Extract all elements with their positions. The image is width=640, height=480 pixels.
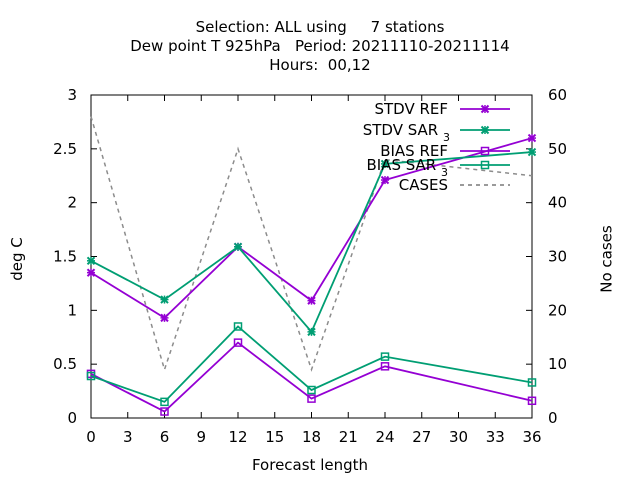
data-point-square	[380, 362, 390, 371]
x-tick-label: 12	[228, 428, 247, 446]
legend-label-base: STDV SAR	[363, 121, 443, 139]
x-tick-label: 0	[86, 428, 96, 446]
data-point-square	[86, 371, 96, 381]
x-tick-label: 21	[339, 428, 358, 446]
legend-label-subscript: 3	[443, 131, 450, 144]
data-point-square	[307, 394, 316, 403]
series-bias-ref	[86, 338, 537, 416]
legend-label: STDV SAR 3	[363, 121, 450, 144]
x-tick-label: 33	[486, 428, 505, 446]
y2-tick-label: 40	[548, 194, 567, 212]
y2-tick-label: 0	[548, 409, 558, 427]
data-point-square	[480, 160, 490, 170]
y2-axis-label: No cases	[597, 225, 616, 293]
data-point-square	[527, 396, 537, 406]
x-tick-label: 30	[449, 428, 468, 446]
y2-tick-label: 30	[548, 248, 567, 266]
data-point-square	[380, 352, 390, 361]
chart-title-line-3: Hours: 00,12	[269, 56, 371, 74]
y2-tick-label: 20	[548, 301, 567, 319]
y-tick-label: 0	[67, 409, 77, 427]
data-point-square	[480, 146, 490, 156]
series-cases	[90, 116, 533, 373]
y-axis-label: deg C	[7, 237, 26, 281]
x-tick-label: 9	[196, 428, 206, 446]
x-tick-label: 6	[160, 428, 170, 446]
x-tick-label: 36	[522, 428, 541, 446]
legend-label: BIAS SAR 3	[366, 156, 448, 179]
y-tick-label: 2	[67, 194, 77, 212]
legend-label: BIAS REF	[380, 142, 448, 160]
chart-title-line-1: Selection: ALL using 7 stations	[195, 18, 445, 36]
y-tick-label: 1.5	[53, 248, 77, 266]
series-line	[90, 151, 533, 334]
series-line	[90, 325, 533, 403]
x-tick-label: 3	[123, 428, 133, 446]
series-line	[90, 341, 533, 413]
data-point-square	[233, 338, 243, 347]
series-line	[90, 116, 533, 373]
x-tick-label: 27	[412, 428, 431, 446]
data-point-square	[160, 397, 169, 407]
y-tick-label: 2.5	[53, 140, 77, 158]
series-stdv-sar-3	[86, 147, 537, 337]
x-tick-label: 24	[375, 428, 394, 446]
data-point-square	[233, 322, 243, 331]
data-point-square	[307, 385, 316, 395]
y2-tick-label: 60	[548, 86, 567, 104]
series-bias-sar-3	[86, 322, 537, 407]
series-line	[90, 137, 533, 320]
y2-tick-label: 10	[548, 355, 567, 373]
legend-label-base: BIAS SAR	[366, 156, 441, 174]
x-tick-label: 18	[302, 428, 321, 446]
x-tick-label: 15	[265, 428, 284, 446]
y-tick-label: 0.5	[53, 355, 77, 373]
y2-tick-label: 50	[548, 140, 567, 158]
y-tick-label: 1	[67, 301, 77, 319]
chart-title-line-2: Dew point T 925hPa Period: 20211110-2021…	[130, 37, 510, 55]
x-axis-label: Forecast length	[251, 456, 369, 474]
legend-label: CASES	[399, 176, 448, 194]
data-point-square	[527, 378, 537, 387]
data-point-square	[160, 407, 169, 416]
legend-label-subscript: 3	[441, 166, 448, 179]
y-tick-label: 3	[67, 86, 77, 104]
legend-label: STDV REF	[374, 100, 448, 118]
